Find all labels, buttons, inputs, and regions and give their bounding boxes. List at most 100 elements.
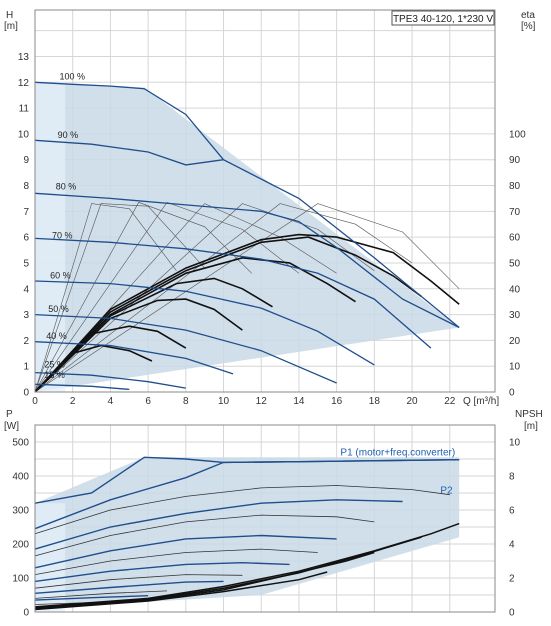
head-curve-2 xyxy=(34,192,460,329)
y-tick-label: 300 xyxy=(12,506,29,517)
y-right-tick-label: 30 xyxy=(509,310,521,321)
npsh-curve-0 xyxy=(34,522,460,608)
y-tick-label: 0 xyxy=(23,608,29,619)
y-tick-label: 2 xyxy=(23,336,29,347)
model-label-box xyxy=(391,10,495,26)
y-tick-label: 400 xyxy=(12,472,29,483)
head-curve-4 xyxy=(34,280,375,366)
series-label-0: P1 (motor+freq.converter) xyxy=(340,448,455,459)
y-right-tick-label: 6 xyxy=(509,506,515,517)
y-right-tick-label: 10 xyxy=(509,362,521,373)
eta-curve-2 xyxy=(34,256,356,393)
y-axis-unit: [m] xyxy=(4,21,18,32)
y-tick-label: 0 xyxy=(23,388,29,399)
p2-curve-3 xyxy=(34,574,243,589)
y-tick-label: 12 xyxy=(18,78,30,89)
min-flow-zone xyxy=(35,82,66,393)
x-tick-label: 8 xyxy=(183,396,189,407)
eta-curve-thin-2 xyxy=(34,201,253,393)
p2-curve-4 xyxy=(34,590,168,599)
head-curve-label-6: 40 % xyxy=(46,331,67,341)
head-curve-label-1: 90 % xyxy=(58,130,79,140)
head-curve-6 xyxy=(34,341,234,375)
x-tick-label: 6 xyxy=(145,396,151,407)
p2-curve-1 xyxy=(34,514,375,557)
y-tick-label: 3 xyxy=(23,310,29,321)
x-tick-label: 14 xyxy=(293,396,305,407)
plot-frame xyxy=(34,9,496,393)
y-right-tick-label: 80 xyxy=(509,181,521,192)
eta-curve-thin-1 xyxy=(34,203,205,393)
npsh-curve-3 xyxy=(34,571,328,611)
y-axis-unit: [W] xyxy=(4,421,19,432)
head-curve-0 xyxy=(34,81,460,329)
y-right-tick-label: 40 xyxy=(509,284,521,295)
y-tick-label: 8 xyxy=(23,181,29,192)
p1-curve-3 xyxy=(34,534,337,569)
head-curve-1 xyxy=(34,139,224,166)
y-right-axis-title: eta xyxy=(521,10,535,21)
x-axis-title: Q [m³/h] xyxy=(463,396,499,407)
p2-curve-2 xyxy=(34,548,318,575)
head-curve-7 xyxy=(34,371,186,389)
operating-range xyxy=(35,82,460,393)
y-right-tick-label: 100 xyxy=(509,129,526,140)
y-right-tick-label: 8 xyxy=(509,472,515,483)
eta-curve-thin-0 xyxy=(34,203,177,393)
head-curve-label-8: 15 % xyxy=(44,370,65,380)
eta-curve-thin-4 xyxy=(34,203,337,393)
y-right-tick-label: 90 xyxy=(509,155,521,166)
y-right-axis-unit: [%] xyxy=(521,21,536,32)
operating-range xyxy=(35,457,460,609)
y-axis-title: P xyxy=(6,409,13,420)
y-right-tick-label: 60 xyxy=(509,233,521,244)
head-chart-panel: 100 %90 %80 %70 %60 %50 %40 %25 %15 %012… xyxy=(4,9,536,407)
eta-curve-4 xyxy=(34,298,243,393)
head-curve-label-7: 25 % xyxy=(44,359,65,369)
x-tick-label: 10 xyxy=(218,396,230,407)
p1-curve-4 xyxy=(34,561,290,583)
y-right-axis-title: NPSH xyxy=(515,409,543,420)
p1-curve-1 xyxy=(34,459,460,530)
y-axis-title: H xyxy=(6,10,13,21)
x-tick-label: 12 xyxy=(256,396,268,407)
y-right-tick-label: 4 xyxy=(509,540,515,551)
head-curve-3 xyxy=(34,237,432,349)
head-curve-5 xyxy=(34,313,337,384)
y-right-tick-label: 2 xyxy=(509,574,515,585)
p2-curve-0 xyxy=(34,485,450,535)
head-curve-label-2: 80 % xyxy=(56,181,77,191)
y-right-tick-label: 50 xyxy=(509,258,521,269)
power-chart-panel: 0 100 200 300 400 500 0 2 4 6 8 10 P[W] NPSH[m] P1 (mo… xyxy=(4,409,543,619)
head-curve-8 xyxy=(34,383,130,391)
y-right-tick-label: 70 xyxy=(509,207,521,218)
eta-curve-0 xyxy=(34,233,460,393)
y-tick-label: 9 xyxy=(23,155,29,166)
y-right-axis-unit: [m] xyxy=(524,421,538,432)
y-tick-label: 6 xyxy=(23,233,29,244)
p1-curve-5 xyxy=(34,580,224,594)
x-tick-label: 16 xyxy=(331,396,343,407)
y-tick-label: 13 xyxy=(18,52,30,63)
min-flow-zone xyxy=(35,503,66,612)
head-curve-label-0: 100 % xyxy=(60,72,86,82)
x-tick-label: 4 xyxy=(108,396,114,407)
y-tick-label: 4 xyxy=(23,284,29,295)
head-curve-label-3: 70 % xyxy=(52,230,73,240)
y-right-tick-label: 10 xyxy=(509,438,521,449)
plot-frame xyxy=(34,424,496,613)
eta-curve-thin-7 xyxy=(34,203,460,393)
y-tick-label: 100 xyxy=(12,574,29,585)
series-label-1: P2 xyxy=(440,486,453,497)
p1-curve-6 xyxy=(34,595,149,601)
x-tick-label: 20 xyxy=(406,396,418,407)
y-tick-label: 11 xyxy=(19,104,30,115)
npsh-curve-2 xyxy=(34,551,375,610)
y-tick-label: 200 xyxy=(12,540,29,551)
y-tick-label: 10 xyxy=(18,129,30,140)
eta-curve-thin-3 xyxy=(34,201,300,393)
y-right-tick-label: 20 xyxy=(509,336,521,347)
y-right-tick-label: 0 xyxy=(509,388,515,399)
x-tick-label: 0 xyxy=(32,396,38,407)
